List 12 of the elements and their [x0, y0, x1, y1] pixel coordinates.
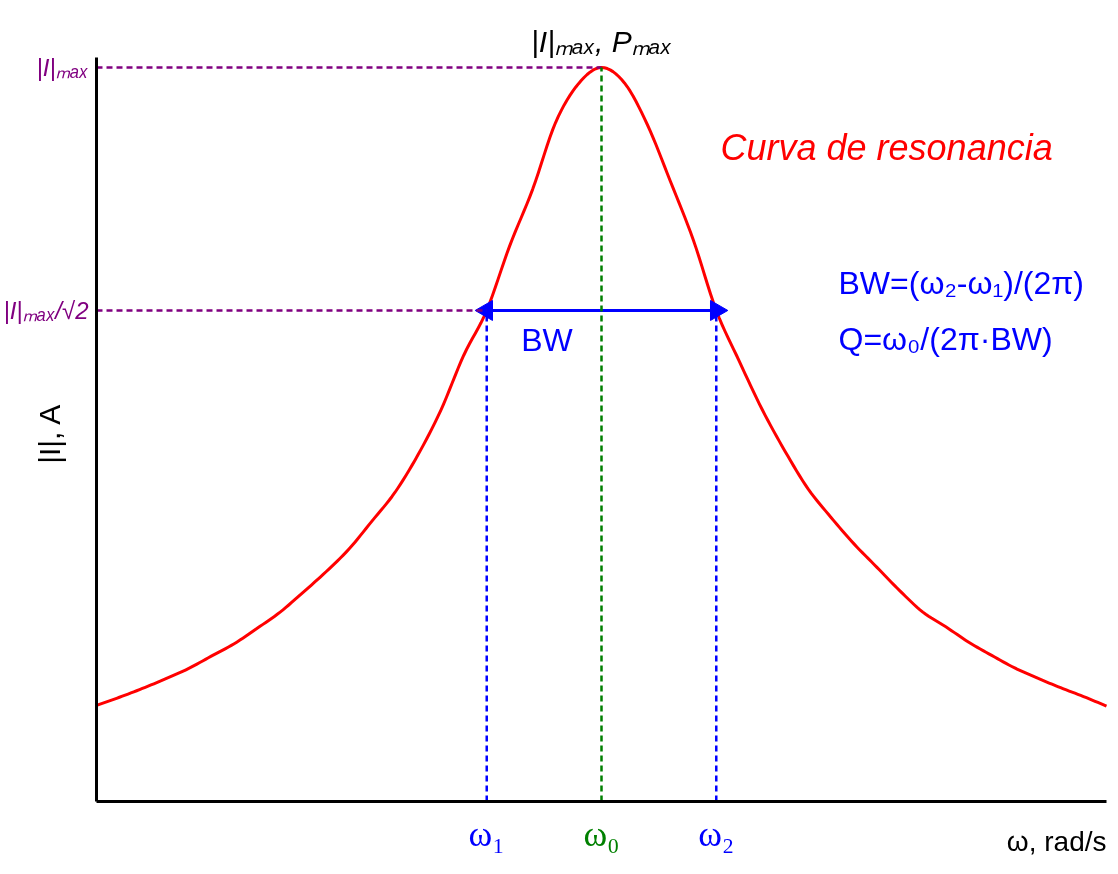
annotation: BW=(ω₂-ω₁)/(2π) — [838, 264, 1084, 301]
x-tick-label: ω₀ — [583, 813, 620, 854]
ref-line-label: |I|ₘₐₓ — [36, 54, 89, 81]
series-label: Curva de resonancia — [720, 127, 1053, 168]
x-tick-label: ω₁ — [468, 813, 505, 854]
x-axis-title: ω, rad/s — [1006, 826, 1107, 857]
x-tick-label: ω₂ — [698, 813, 735, 854]
annotation: Q=ω₀/(2π·BW) — [838, 320, 1053, 357]
annotation: |I|ₘₐₓ, Pₘₐₓ — [531, 24, 672, 58]
ref-line-label: |I|ₘₐₓ/√2 — [3, 296, 89, 324]
series-label: BW — [521, 322, 574, 359]
y-axis-title: |I|, A — [33, 404, 66, 464]
